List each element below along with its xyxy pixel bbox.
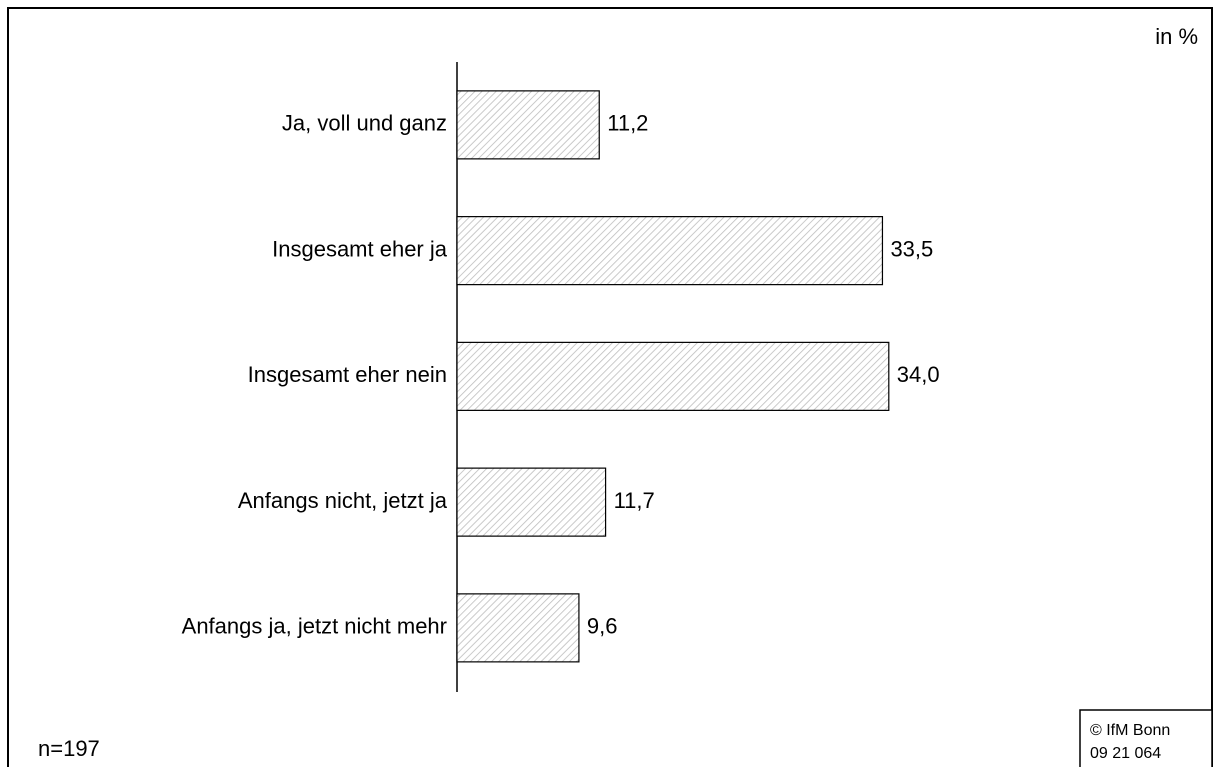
value-label: 11,7 <box>614 488 655 513</box>
frame <box>7 7 1213 767</box>
sample-note: n=197 <box>38 736 100 761</box>
category-label: Insgesamt eher ja <box>272 236 448 261</box>
value-label: 9,6 <box>587 614 618 639</box>
unit-label: in % <box>1155 24 1198 49</box>
value-label: 34,0 <box>897 362 940 387</box>
category-label: Anfangs ja, jetzt nicht mehr <box>182 614 447 639</box>
bar <box>456 216 884 286</box>
category-label: Insgesamt eher nein <box>248 362 447 387</box>
bar <box>456 593 580 663</box>
bar <box>456 90 600 160</box>
category-label: Ja, voll und ganz <box>282 111 447 136</box>
category-label: Anfangs nicht, jetzt ja <box>238 488 448 513</box>
value-label: 11,2 <box>607 111 648 136</box>
source-box <box>1079 709 1213 767</box>
bar <box>456 467 607 537</box>
bar <box>456 341 890 411</box>
source-line: 09 21 064 <box>1090 745 1161 762</box>
value-label: 33,5 <box>890 236 933 261</box>
source-line: © IfM Bonn <box>1090 722 1170 739</box>
